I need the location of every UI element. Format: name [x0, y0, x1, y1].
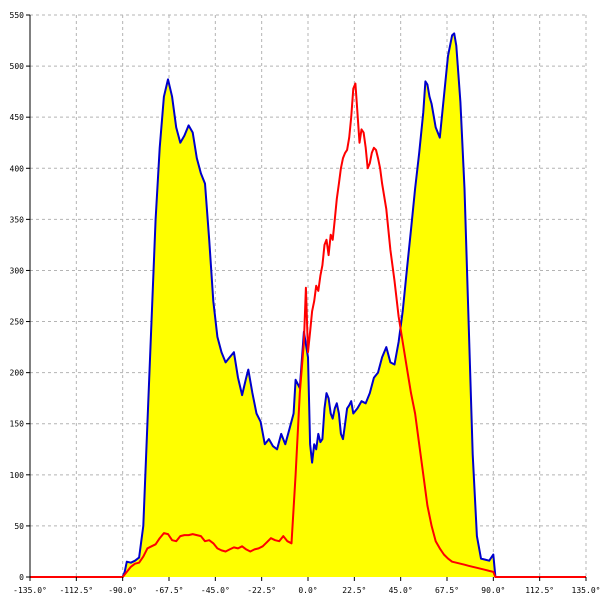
x-tick-label: 0.0°	[298, 586, 317, 595]
y-tick-label: 400	[10, 164, 25, 173]
y-tick-label: 300	[10, 266, 25, 275]
x-tick-label: -90.0°	[108, 586, 137, 595]
y-tick-label: 0	[19, 573, 24, 582]
y-tick-label: 550	[10, 11, 25, 20]
y-tick-label: 250	[10, 318, 25, 327]
x-tick-label: -67.5°	[155, 586, 184, 595]
x-tick-label: 112.5°	[525, 586, 554, 595]
y-tick-label: 450	[10, 113, 25, 122]
y-tick-label: 200	[10, 369, 25, 378]
series-2-line	[30, 82, 586, 578]
series-group	[30, 32, 586, 578]
x-tick-label: 22.5°	[342, 586, 366, 595]
y-tick-label: 350	[10, 215, 25, 224]
x-tick-label: -45.0°	[201, 586, 230, 595]
series-1-line	[30, 32, 586, 578]
y-tick-label: 500	[10, 62, 25, 71]
x-tick-labels: -135.0° -112.5° -90.0° -67.5° -45.0° -22.5° 0.…	[13, 577, 600, 595]
y-tick-label: 100	[10, 471, 25, 480]
x-tick-label: 67.5°	[435, 586, 459, 595]
y-tick-label: 50	[14, 522, 24, 531]
x-tick-label: 135.0°	[572, 586, 600, 595]
y-tick-labels: 0 50 100 150 200 250 300 350 400 450 500 550	[10, 11, 30, 582]
x-tick-label: 45.0°	[389, 586, 413, 595]
x-tick-label: -112.5°	[59, 586, 93, 595]
y-tick-label: 150	[10, 420, 25, 429]
x-tick-label: -135.0°	[13, 586, 47, 595]
x-tick-label: 90.0°	[481, 586, 505, 595]
series-1-area	[30, 33, 586, 577]
x-tick-label: -22.5°	[247, 586, 276, 595]
